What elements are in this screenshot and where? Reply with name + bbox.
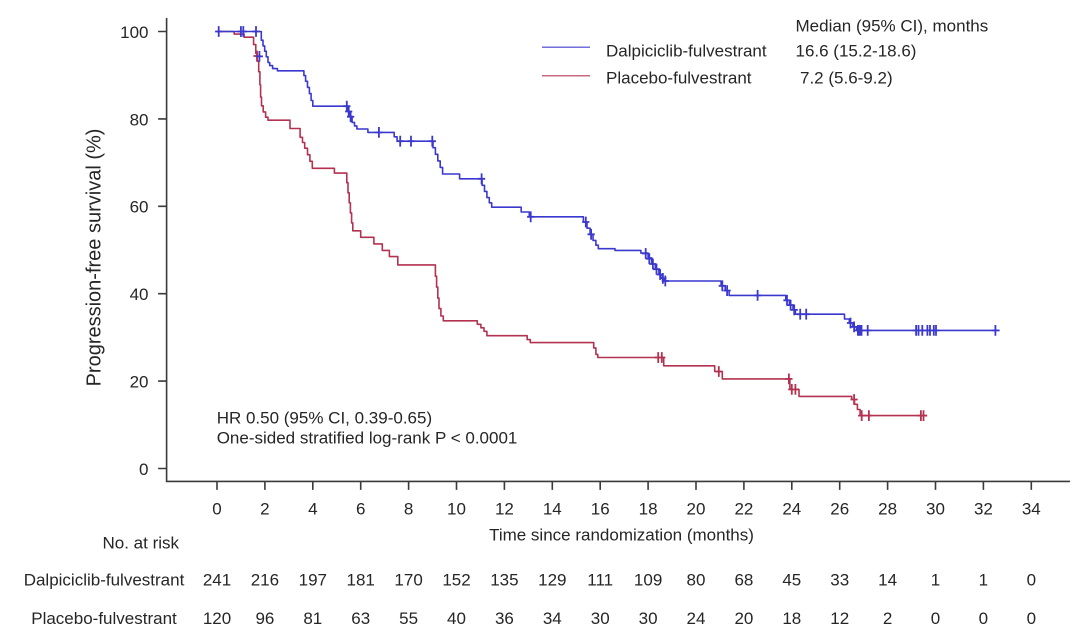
svg-text:36: 36: [495, 609, 514, 628]
svg-text:12: 12: [495, 499, 514, 518]
svg-text:33: 33: [830, 571, 849, 590]
svg-text:24: 24: [687, 609, 706, 628]
svg-text:Placebo-fulvestrant: Placebo-fulvestrant: [606, 69, 752, 88]
svg-text:1: 1: [931, 571, 940, 590]
svg-text:241: 241: [203, 571, 231, 590]
svg-text:0: 0: [1027, 571, 1036, 590]
svg-text:7.2 (5.6-9.2): 7.2 (5.6-9.2): [800, 69, 893, 88]
svg-text:63: 63: [351, 609, 370, 628]
svg-text:18: 18: [782, 609, 801, 628]
svg-text:14: 14: [543, 499, 562, 518]
svg-text:135: 135: [490, 571, 518, 590]
svg-text:30: 30: [926, 499, 945, 518]
svg-text:10: 10: [447, 499, 466, 518]
svg-text:34: 34: [1022, 499, 1041, 518]
svg-text:2: 2: [883, 609, 892, 628]
svg-text:181: 181: [347, 571, 375, 590]
svg-text:60: 60: [130, 198, 149, 217]
svg-text:68: 68: [734, 571, 753, 590]
svg-text:12: 12: [830, 609, 849, 628]
svg-text:22: 22: [734, 499, 753, 518]
svg-text:100: 100: [120, 23, 148, 42]
svg-text:Dalpiciclib-fulvestrant: Dalpiciclib-fulvestrant: [606, 42, 767, 61]
svg-text:24: 24: [782, 499, 801, 518]
svg-text:0: 0: [1027, 609, 1036, 628]
svg-text:32: 32: [974, 499, 993, 518]
svg-text:18: 18: [639, 499, 658, 518]
svg-text:Progression-free survival (%): Progression-free survival (%): [84, 129, 106, 387]
svg-text:20: 20: [130, 373, 149, 392]
svg-text:4: 4: [308, 499, 317, 518]
svg-text:109: 109: [634, 571, 662, 590]
svg-text:80: 80: [687, 571, 706, 590]
svg-text:26: 26: [830, 499, 849, 518]
svg-text:8: 8: [404, 499, 413, 518]
svg-text:Median (95% CI), months: Median (95% CI), months: [796, 17, 989, 36]
svg-text:0: 0: [139, 460, 148, 479]
svg-text:2: 2: [260, 499, 269, 518]
svg-text:HR 0.50 (95% CI, 0.39-0.65): HR 0.50 (95% CI, 0.39-0.65): [217, 408, 432, 427]
svg-text:1: 1: [979, 571, 988, 590]
svg-text:One-sided stratified log-rank: One-sided stratified log-rank P < 0.0001: [217, 429, 518, 448]
svg-text:Time since randomization (mont: Time since randomization (months): [489, 526, 754, 545]
svg-text:16: 16: [591, 499, 610, 518]
svg-text:20: 20: [734, 609, 753, 628]
svg-text:0: 0: [931, 609, 940, 628]
svg-text:55: 55: [399, 609, 418, 628]
svg-text:216: 216: [251, 571, 279, 590]
svg-text:152: 152: [442, 571, 470, 590]
svg-text:40: 40: [130, 285, 149, 304]
svg-text:111: 111: [587, 571, 613, 590]
svg-text:0: 0: [979, 609, 988, 628]
svg-text:14: 14: [878, 571, 897, 590]
svg-text:129: 129: [538, 571, 566, 590]
svg-text:197: 197: [299, 571, 327, 590]
svg-text:6: 6: [356, 499, 365, 518]
svg-text:81: 81: [303, 609, 322, 628]
svg-text:96: 96: [255, 609, 274, 628]
svg-text:120: 120: [203, 609, 231, 628]
svg-text:40: 40: [447, 609, 466, 628]
svg-text:Dalpiciclib-fulvestrant: Dalpiciclib-fulvestrant: [24, 571, 185, 590]
svg-text:34: 34: [543, 609, 562, 628]
svg-text:0: 0: [212, 499, 221, 518]
svg-text:30: 30: [591, 609, 610, 628]
svg-text:20: 20: [687, 499, 706, 518]
svg-text:28: 28: [878, 499, 897, 518]
svg-text:45: 45: [782, 571, 801, 590]
svg-text:No. at risk: No. at risk: [103, 534, 180, 553]
svg-text:30: 30: [639, 609, 658, 628]
svg-text:170: 170: [394, 571, 422, 590]
svg-text:80: 80: [130, 110, 149, 129]
svg-text:Placebo-fulvestrant: Placebo-fulvestrant: [31, 609, 177, 628]
svg-text:16.6 (15.2-18.6): 16.6 (15.2-18.6): [796, 42, 917, 61]
